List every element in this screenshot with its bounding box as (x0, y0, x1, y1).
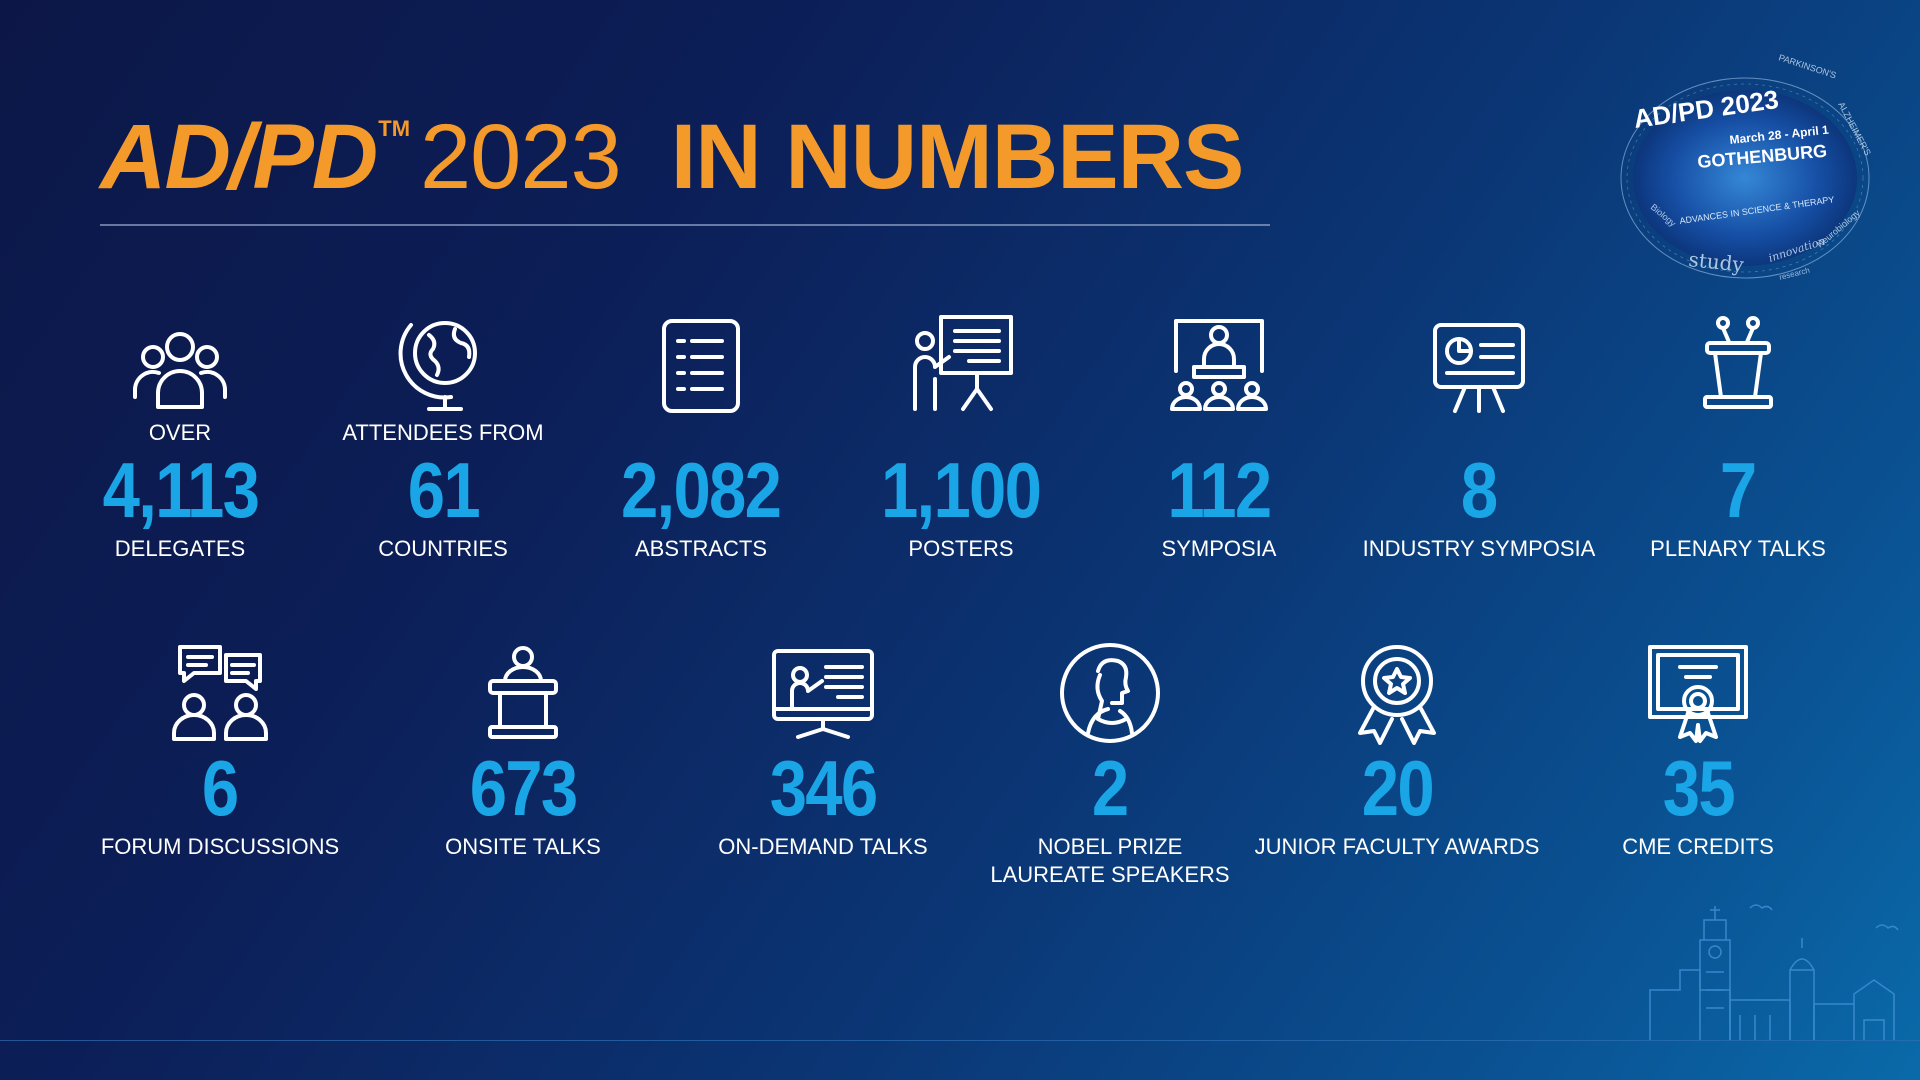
title-divider (100, 224, 1270, 226)
monitor-presenter-icon (768, 635, 878, 745)
stat-value: 7 (1720, 446, 1757, 534)
stat-cme-credits: 35 CME CREDITS (1568, 635, 1828, 861)
badge-word-parkinsons: PARKINSON'S (1777, 52, 1837, 80)
stat-value: 4,113 (102, 446, 259, 534)
stat-industry-symposia: 8 INDUSTRY SYMPOSIA (1349, 305, 1609, 563)
stat-label: PLENARY TALKS (1650, 536, 1826, 561)
stat-symposia: 112 SYMPOSIA (1089, 305, 1349, 563)
stat-value: 346 (769, 744, 878, 832)
stat-value: 8 (1461, 446, 1498, 534)
stat-forum-discussions: 6 FORUM DISCUSSIONS (90, 635, 350, 861)
speaker-podium-icon (478, 635, 568, 745)
stat-on-demand-talks: 346 ON-DEMAND TALKS (693, 635, 953, 861)
stat-value: 20 (1361, 744, 1434, 832)
stat-value: 112 (1167, 446, 1272, 534)
stat-delegates: OVER 4,113 DELEGATES (50, 305, 310, 563)
bottom-divider (0, 1040, 1920, 1041)
stat-label: POSTERS (908, 536, 1014, 561)
presenter-board-icon (905, 305, 1017, 415)
stat-label: CME CREDITS (1622, 834, 1774, 859)
stat-label: FORUM DISCUSSIONS (100, 834, 340, 859)
group-icon (125, 305, 235, 415)
stat-junior-faculty-awards: 20 JUNIOR FACULTY AWARDS (1255, 635, 1539, 861)
stat-onsite-talks: 673 ONSITE TALKS (393, 635, 653, 861)
stat-label: DELEGATES (114, 536, 246, 561)
stat-prefix: OVER (148, 420, 212, 445)
stat-value: 1,100 (881, 446, 1042, 534)
stat-label: COUNTRIES (378, 536, 508, 561)
certificate-icon (1646, 635, 1750, 745)
document-icon (656, 305, 746, 415)
stat-value: 673 (469, 744, 578, 832)
page-title: AD/PD TM 2023 IN NUMBERS (100, 105, 1245, 210)
award-ribbon-icon (1350, 635, 1444, 745)
title-in-numbers: IN NUMBERS (670, 106, 1245, 208)
stat-countries: ATTENDEES FROM 61 COUNTRIES (313, 305, 573, 563)
stat-value: 2 (1092, 744, 1129, 832)
stat-value: 2,082 (621, 446, 782, 534)
stat-label: ONSITE TALKS (445, 834, 601, 859)
stat-value: 61 (407, 446, 480, 534)
city-skyline-illustration (1649, 904, 1899, 1040)
stat-abstracts: 2,082 ABSTRACTS (571, 305, 831, 563)
title-trademark: TM (378, 116, 411, 141)
globe-icon (393, 305, 493, 415)
stat-plenary-talks: 7 PLENARY TALKS (1608, 305, 1868, 563)
stat-label: JUNIOR FACULTY AWARDS (1254, 834, 1540, 859)
conference-badge-logo: AD/PD 2023 March 28 - April 1 GOTHENBURG… (1620, 52, 1873, 282)
title-brand: AD/PD (100, 106, 378, 208)
stat-value: 6 (202, 744, 239, 832)
title-year: 2023 (420, 106, 622, 208)
stat-posters: 1,100 POSTERS (831, 305, 1091, 563)
badge-word-study: study (1687, 247, 1745, 277)
stat-label: SYMPOSIA (1161, 536, 1277, 561)
laureate-portrait-icon (1058, 635, 1162, 745)
stat-label: ABSTRACTS (634, 536, 768, 561)
badge-word-research: research (1778, 266, 1810, 282)
discussion-icon (170, 635, 270, 745)
stat-prefix: ATTENDEES FROM (342, 420, 544, 445)
podium-icon (1693, 305, 1783, 415)
panel-audience-icon (1164, 305, 1274, 415)
chart-screen-icon (1429, 305, 1529, 415)
stat-nobel-laureates: 2 NOBEL PRIZE LAUREATE SPEAKERS (980, 635, 1240, 889)
stat-label: NOBEL PRIZE LAUREATE SPEAKERS (990, 834, 1230, 887)
stat-label: INDUSTRY SYMPOSIA (1362, 536, 1596, 561)
stat-label: ON-DEMAND TALKS (718, 834, 928, 859)
stat-value: 35 (1662, 744, 1735, 832)
